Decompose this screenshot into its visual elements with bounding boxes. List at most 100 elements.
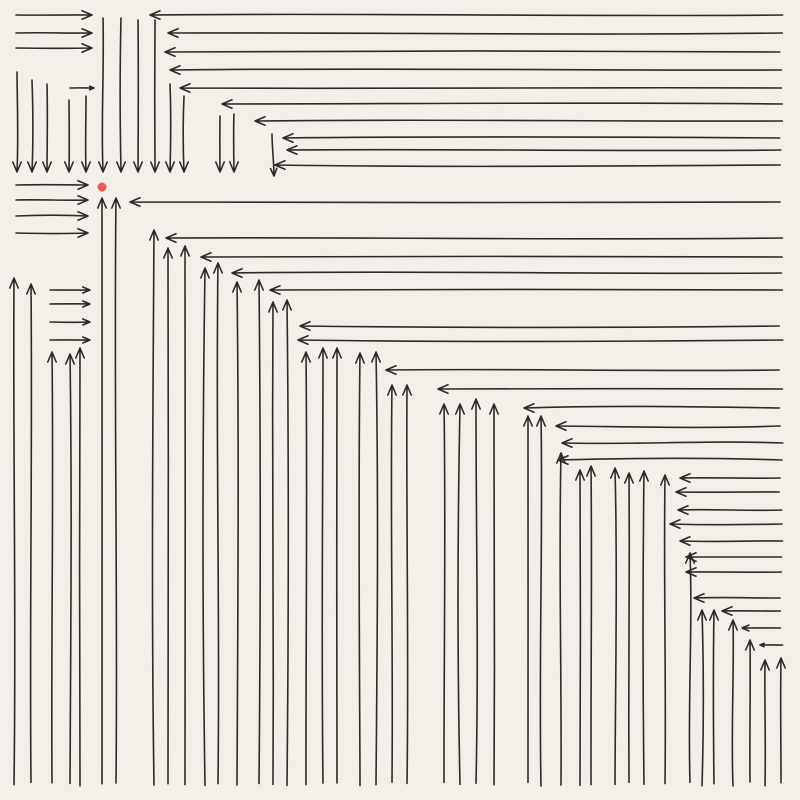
field-arrow (167, 28, 784, 38)
field-arrow (697, 609, 707, 787)
field-arrow (297, 335, 784, 345)
field-arrow (760, 659, 770, 787)
field-arrow (15, 195, 89, 205)
field-arrow (728, 619, 738, 787)
field-arrow (254, 279, 264, 785)
field-arrow (97, 197, 107, 785)
field-arrow (269, 133, 278, 177)
field-arrow (268, 301, 278, 786)
field-arrow (231, 268, 783, 278)
field-arrow (575, 469, 585, 787)
field-arrow (439, 403, 449, 784)
field-arrow (69, 85, 95, 91)
field-arrow (269, 285, 784, 295)
field-arrow (221, 99, 784, 109)
field-arrow (679, 536, 784, 546)
field-arrow (776, 657, 786, 784)
field-arrow (523, 415, 533, 784)
field-arrow (213, 262, 223, 785)
field-arrow (371, 351, 381, 786)
field-arrow (675, 487, 780, 497)
field-arrow (49, 286, 91, 294)
field-arrow (685, 567, 783, 577)
field-arrow (759, 642, 784, 648)
field-arrow (282, 133, 781, 143)
field-arrow (536, 415, 546, 787)
field-arrow (49, 300, 91, 308)
field-arrow (163, 247, 173, 785)
field-arrow (15, 211, 89, 221)
field-arrow (42, 83, 52, 173)
field-arrow (282, 299, 292, 787)
field-arrow (709, 609, 719, 785)
field-arrow (679, 473, 781, 483)
field-arrow (693, 593, 781, 603)
field-arrow (639, 470, 649, 785)
field-arrow (200, 267, 210, 787)
field-arrow (355, 352, 365, 787)
field-arrow (111, 197, 121, 784)
field-arrow (129, 197, 781, 207)
field-arrow (232, 281, 242, 786)
field-arrow (669, 519, 783, 529)
field-arrow (586, 465, 596, 786)
field-arrow (624, 472, 634, 784)
field-arrow (229, 113, 239, 173)
field-arrow (75, 347, 85, 787)
field-arrow (65, 353, 75, 785)
field-arrow (254, 116, 784, 126)
field-arrow (286, 145, 782, 155)
field-arrow (15, 228, 89, 238)
field-arrow (116, 17, 126, 173)
field-arrow (332, 347, 342, 784)
field-arrow (15, 28, 93, 38)
field-arrow (318, 347, 328, 784)
field-arrow (12, 71, 22, 173)
field-arrow (26, 283, 36, 784)
field-arrow (677, 505, 783, 515)
field-arrow (489, 403, 499, 786)
field-arrow (215, 115, 225, 173)
field-arrow (385, 365, 780, 375)
field-arrow (133, 19, 143, 173)
field-arrow (49, 336, 91, 344)
field-arrow (27, 79, 37, 173)
field-arrow (200, 252, 783, 262)
target-point (97, 182, 107, 192)
field-arrow (402, 384, 412, 785)
field-arrow (165, 233, 784, 243)
field-arrow (274, 160, 781, 170)
field-arrow (47, 351, 57, 784)
field-arrow (179, 83, 783, 93)
field-arrow (98, 17, 108, 173)
field-arrow (299, 321, 781, 331)
field-arrow (81, 95, 91, 173)
field-arrow (164, 47, 781, 57)
field-arrow (471, 398, 481, 784)
field-arrow (64, 99, 74, 173)
field-arrow (745, 639, 755, 783)
field-arrow (49, 318, 91, 326)
field-arrow (15, 180, 89, 190)
field-arrow (721, 606, 782, 616)
field-arrow (180, 245, 190, 786)
field-arrow (149, 229, 159, 786)
field-arrow (149, 10, 784, 20)
field-arrow (660, 474, 670, 785)
field-arrow (555, 421, 781, 431)
field-arrow (455, 403, 465, 786)
field-arrow (9, 277, 19, 786)
field-arrow (557, 455, 783, 465)
field-arrow (179, 95, 189, 173)
field-arrow (15, 10, 93, 20)
field-arrow (15, 43, 93, 53)
field-arrow (610, 467, 620, 786)
field-arrow (165, 83, 175, 173)
field-arrow (301, 351, 311, 786)
field-arrow (387, 384, 397, 783)
field-arrow (685, 552, 783, 562)
field-arrow (741, 624, 782, 632)
field-arrow (523, 403, 781, 413)
